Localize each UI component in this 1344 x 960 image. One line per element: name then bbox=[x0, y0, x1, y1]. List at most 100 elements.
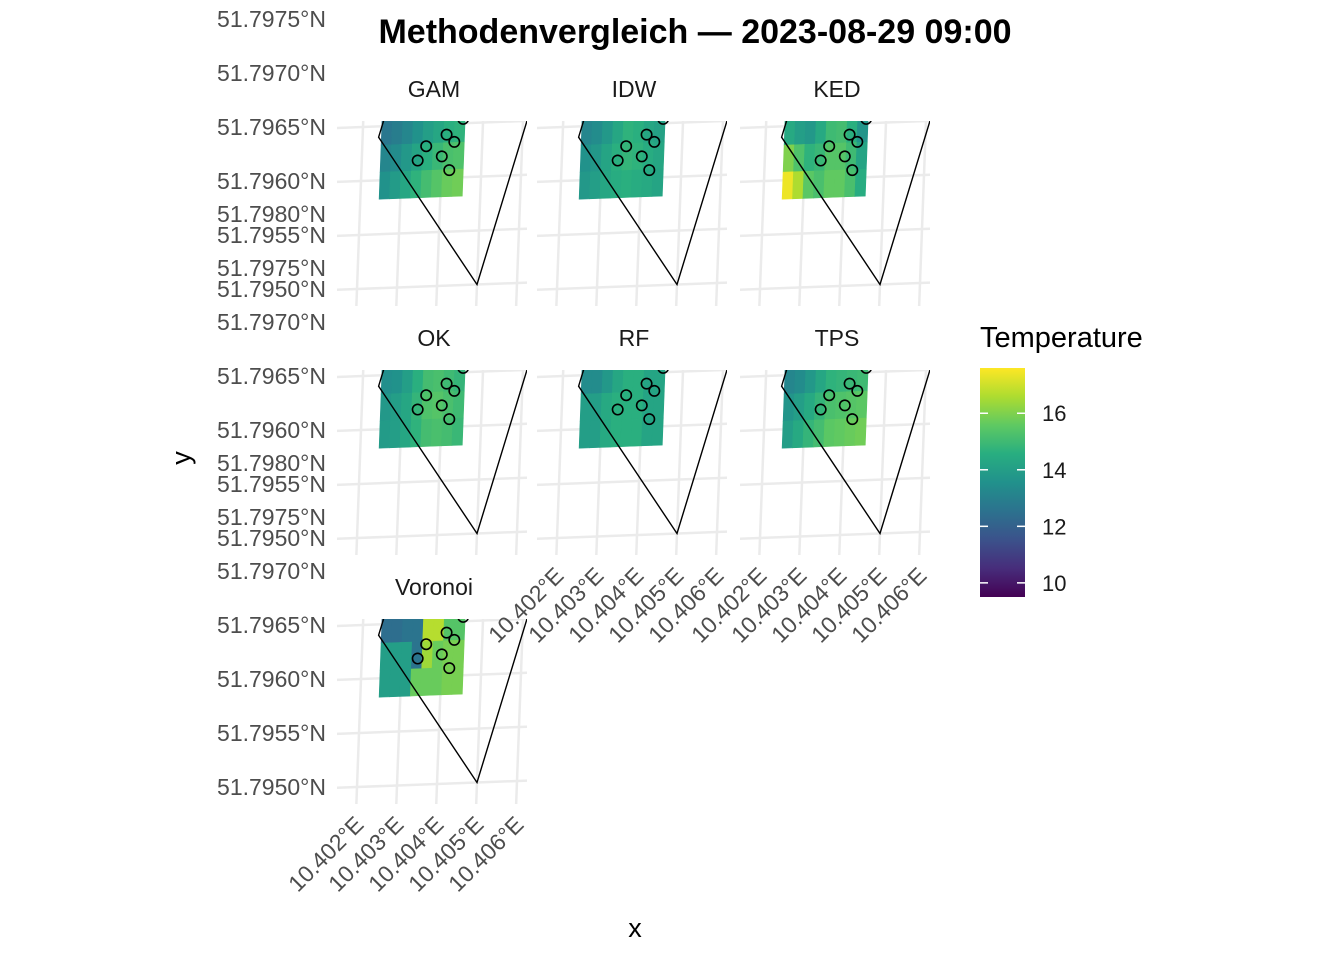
y-tick-label: 51.7960°N bbox=[217, 168, 326, 194]
station-point bbox=[420, 389, 433, 402]
station-point bbox=[814, 154, 827, 167]
legend-colorbar bbox=[980, 368, 1025, 597]
raster-cell bbox=[651, 417, 664, 446]
station-point bbox=[860, 370, 872, 374]
raster-cell bbox=[823, 169, 836, 198]
raster-cell bbox=[404, 312, 415, 339]
raster-cell bbox=[383, 562, 394, 589]
station-point bbox=[640, 128, 653, 141]
raster-cell bbox=[651, 168, 664, 197]
raster-cell bbox=[611, 121, 624, 145]
station-point bbox=[843, 377, 856, 390]
raster-cell bbox=[833, 418, 846, 447]
raster-cell bbox=[630, 169, 643, 198]
raster-cell bbox=[378, 669, 391, 698]
graticule-meridian bbox=[758, 121, 768, 306]
graticule-meridian bbox=[355, 121, 365, 306]
raster-cell bbox=[378, 420, 391, 449]
raster-cell bbox=[781, 171, 794, 200]
facet-panel-tps: TPS bbox=[740, 259, 930, 555]
y-tick-label: 51.7975°N bbox=[217, 255, 326, 281]
station-point bbox=[620, 389, 633, 402]
raster-cell bbox=[655, 88, 666, 115]
station-point bbox=[657, 121, 669, 125]
raster-cell bbox=[415, 285, 426, 312]
facet-strip-label: TPS bbox=[815, 325, 860, 351]
raster-cell bbox=[606, 258, 617, 285]
facet-strip-label: RF bbox=[619, 325, 650, 351]
raster-cell bbox=[797, 63, 808, 90]
raster-cell bbox=[600, 143, 613, 172]
raster-cell bbox=[431, 391, 444, 420]
raster-cell bbox=[604, 312, 615, 339]
chart-title: Methodenvergleich — 2023-08-29 09:00 bbox=[378, 13, 1011, 51]
raster-cell bbox=[422, 370, 435, 393]
legend-tick-label: 16 bbox=[1042, 401, 1066, 426]
station-point bbox=[823, 140, 836, 153]
raster-cell bbox=[594, 63, 605, 90]
facet-strip-label: KED bbox=[813, 76, 860, 102]
raster-cell bbox=[441, 169, 454, 198]
station-point bbox=[443, 413, 456, 426]
raster-cell bbox=[785, 91, 796, 118]
station-point bbox=[799, 65, 809, 75]
station-point bbox=[611, 154, 624, 167]
station-point bbox=[396, 563, 406, 573]
station-point bbox=[435, 648, 448, 661]
station-point bbox=[457, 619, 469, 623]
raster-cell bbox=[431, 142, 444, 171]
y-axis-label: y bbox=[166, 451, 196, 465]
station-point bbox=[396, 314, 406, 324]
graticule-meridian bbox=[514, 619, 525, 804]
raster-cell bbox=[804, 370, 817, 394]
y-tick-label: 51.7970°N bbox=[217, 60, 326, 86]
graticule-parallel bbox=[337, 725, 527, 736]
station-point bbox=[420, 638, 433, 651]
raster-cell bbox=[834, 391, 847, 420]
graticule-parallel bbox=[317, 65, 573, 75]
raster-cell bbox=[854, 417, 867, 446]
raster-cell bbox=[859, 310, 870, 337]
raster-cell bbox=[383, 64, 394, 91]
raster-cell bbox=[384, 286, 395, 313]
station-point bbox=[624, 58, 634, 68]
raster-cell bbox=[589, 420, 602, 449]
raster-cell bbox=[401, 370, 414, 394]
raster-cell bbox=[855, 141, 868, 170]
station-point bbox=[860, 121, 872, 125]
raster-cell bbox=[391, 121, 404, 146]
raster-cell bbox=[833, 169, 846, 198]
station-point bbox=[827, 58, 837, 68]
graticule-parallel bbox=[337, 779, 527, 790]
raster-cell bbox=[825, 370, 838, 393]
raster-cell bbox=[403, 339, 414, 366]
raster-cell bbox=[854, 168, 867, 197]
raster-cell bbox=[578, 420, 591, 449]
raster-cell bbox=[430, 667, 443, 696]
raster-cell bbox=[389, 669, 402, 698]
raster-cell bbox=[788, 259, 799, 286]
raster-cell bbox=[656, 61, 667, 88]
raster-cell bbox=[411, 121, 424, 145]
station-point bbox=[657, 370, 669, 374]
raster-cell bbox=[844, 169, 857, 198]
station-point bbox=[411, 652, 424, 665]
study-area-outline bbox=[780, 121, 930, 287]
y-tick-label: 51.7950°N bbox=[217, 276, 326, 302]
station-point bbox=[411, 403, 424, 416]
raster-cell bbox=[420, 169, 433, 198]
panel-plot-area bbox=[337, 532, 527, 804]
raster-cell bbox=[656, 310, 667, 337]
raster-cell bbox=[648, 256, 659, 283]
raster-cell bbox=[631, 391, 644, 420]
raster-cell bbox=[600, 392, 613, 421]
raster-cell bbox=[457, 532, 468, 559]
raster-cell bbox=[808, 285, 819, 312]
raster-cell bbox=[787, 286, 798, 313]
raster-cell bbox=[422, 619, 435, 642]
station-point bbox=[799, 314, 809, 324]
raster-cell bbox=[455, 337, 466, 364]
legend-title: Temperature bbox=[980, 322, 1143, 354]
legend: Temperature 10 12 14 16 bbox=[980, 322, 1143, 597]
panel-plot-area bbox=[740, 58, 930, 306]
